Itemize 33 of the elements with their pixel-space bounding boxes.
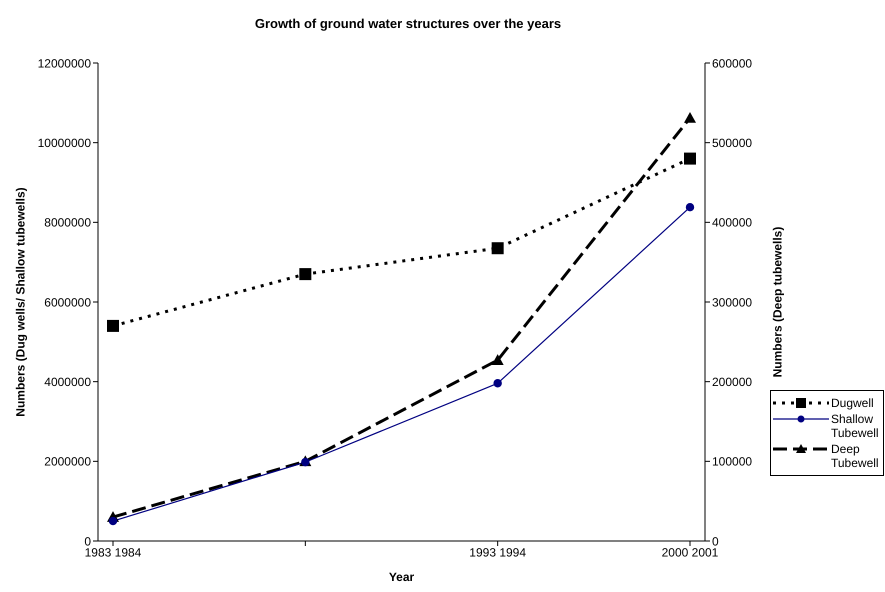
point xyxy=(107,320,119,332)
y2-tick-label: 100000 xyxy=(712,454,752,469)
y-tick-label: 4000000 xyxy=(44,374,92,389)
x-tick-label: 2000 2001 xyxy=(662,546,719,560)
y-tick-label: 6000000 xyxy=(44,295,92,310)
point xyxy=(686,202,694,212)
point xyxy=(492,354,504,365)
legend-label: Dugwell xyxy=(831,396,874,410)
y2-axis-title: Numbers (Deep tubewells) xyxy=(770,226,784,378)
y2-tick-label: 0 xyxy=(712,534,719,548)
point xyxy=(492,242,504,254)
y2-tick-label: 200000 xyxy=(712,374,752,389)
x-tick-label: 1993 1994 xyxy=(469,546,526,560)
point xyxy=(684,152,696,165)
y2-tick-label: 300000 xyxy=(712,295,752,310)
chart-title: Growth of ground water structures over the years xyxy=(254,16,562,31)
x-axis-title: Year xyxy=(388,570,415,584)
point xyxy=(108,516,118,526)
y-axis-title: Numbers (Dug wells/ Shallow tubewells) xyxy=(13,187,28,417)
point xyxy=(299,268,312,280)
y-tick-label: 12000000 xyxy=(38,56,92,70)
legend-label: Deep Tubewell xyxy=(831,442,880,470)
y-tick-label: 8000000 xyxy=(44,216,92,230)
y2-tick-label: 500000 xyxy=(712,136,752,150)
x-tick-label: 1983 1984 xyxy=(84,546,142,560)
point xyxy=(493,379,502,388)
y-tick-label: 0 xyxy=(84,534,92,548)
y2-tick-label: 400000 xyxy=(712,216,752,230)
y2-tick-label: 600000 xyxy=(712,56,752,70)
legend-label: Shallow Tubewell xyxy=(831,412,880,440)
y-tick-label: 10000000 xyxy=(38,136,92,150)
point xyxy=(684,112,696,123)
y-tick-label: 2000000 xyxy=(44,454,92,469)
